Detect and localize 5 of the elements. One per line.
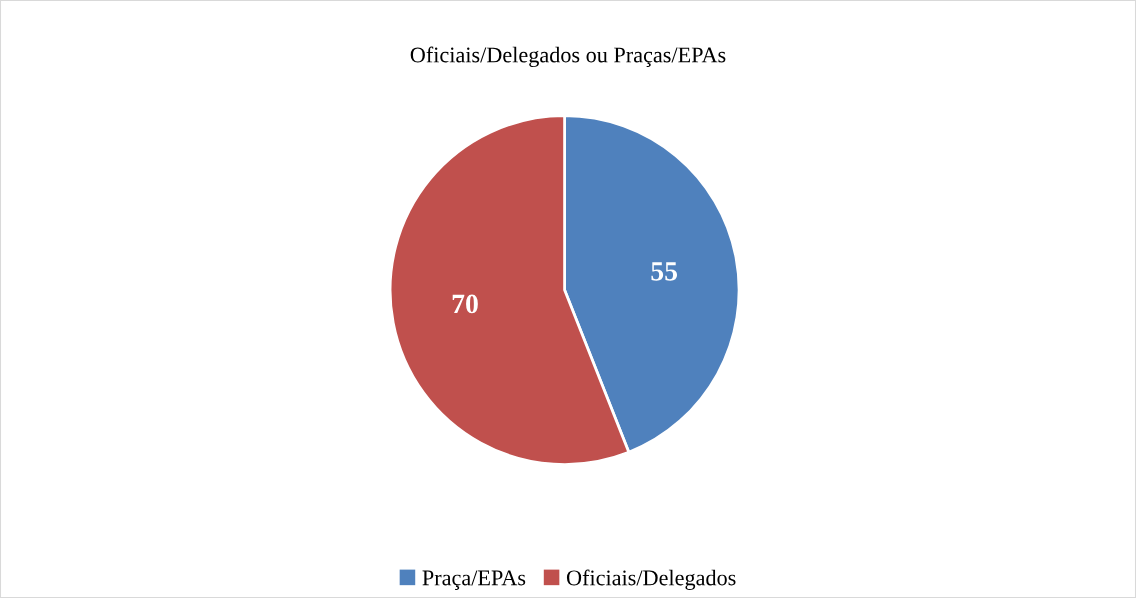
- chart-title: Oficiais/Delegados ou Praças/EPAs: [410, 46, 726, 68]
- legend-label: Oficiais/Delegados: [566, 569, 736, 590]
- data-label: 70: [452, 294, 478, 314]
- legend-label: Praça/EPAs: [422, 570, 526, 590]
- data-label: 55: [651, 262, 678, 281]
